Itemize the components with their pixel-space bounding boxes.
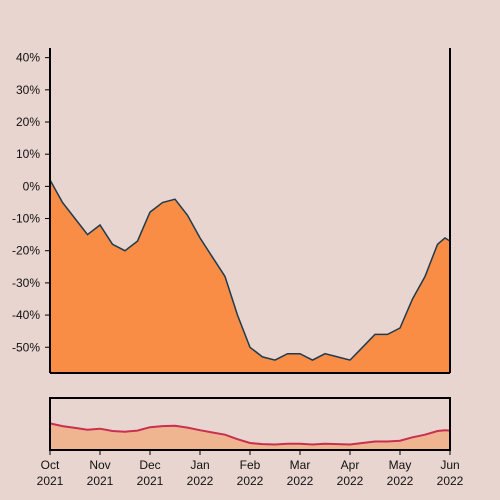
x-tick-label-line: Dec xyxy=(139,458,160,472)
x-tick-label: Apr 2022 xyxy=(337,458,364,488)
x-tick-label-line: Feb xyxy=(240,458,261,472)
area xyxy=(50,179,450,373)
x-tick-label-line: Nov xyxy=(89,458,110,472)
y-tick-label: 10% xyxy=(16,147,40,161)
x-tick-label-line: 2022 xyxy=(287,474,314,488)
line xyxy=(49,179,451,361)
x-tick-label-line: 2021 xyxy=(37,474,64,488)
x-tick-label: Feb 2022 xyxy=(237,458,264,488)
x-tick-label-line: Jun xyxy=(440,458,459,472)
x-tick-label: Jan 2022 xyxy=(187,458,214,488)
y-tick-label: -30% xyxy=(12,276,40,290)
x-tick-label-line: May xyxy=(389,458,412,472)
y-tick-label: 30% xyxy=(16,83,40,97)
x-tick-label-line: Apr xyxy=(341,458,360,472)
x-tick-label: Oct 2021 xyxy=(37,458,64,488)
x-tick-label-line: 2022 xyxy=(437,474,464,488)
y-tick-label: -50% xyxy=(12,340,40,354)
x-tick-label-line: Jan xyxy=(190,458,209,472)
x-tick-label: Mar 2022 xyxy=(287,458,314,488)
x-tick-label-line: 2022 xyxy=(387,474,414,488)
navigator-area xyxy=(50,423,450,450)
x-tick-label-line: 2022 xyxy=(337,474,364,488)
x-tick-label-line: 2021 xyxy=(137,474,164,488)
y-tick-label: 40% xyxy=(16,51,40,65)
navigator-line xyxy=(49,422,451,446)
x-tick-label: Nov 2021 xyxy=(87,458,114,488)
y-tick-label: -20% xyxy=(12,244,40,258)
x-tick-label: Dec 2021 xyxy=(137,458,164,488)
x-tick-label-line: Mar xyxy=(290,458,311,472)
y-tick-label: -10% xyxy=(12,212,40,226)
y-tick-label: 20% xyxy=(16,115,40,129)
x-tick-label-line: 2021 xyxy=(87,474,114,488)
x-tick-label: Jun 2022 xyxy=(437,458,464,488)
y-tick-label: -40% xyxy=(12,308,40,322)
x-tick-label-line: 2022 xyxy=(237,474,264,488)
x-tick-label-line: Oct xyxy=(41,458,60,472)
x-tick-label-line: 2022 xyxy=(187,474,214,488)
x-tick-label: May 2022 xyxy=(387,458,414,488)
y-tick-label: 0% xyxy=(23,179,41,193)
